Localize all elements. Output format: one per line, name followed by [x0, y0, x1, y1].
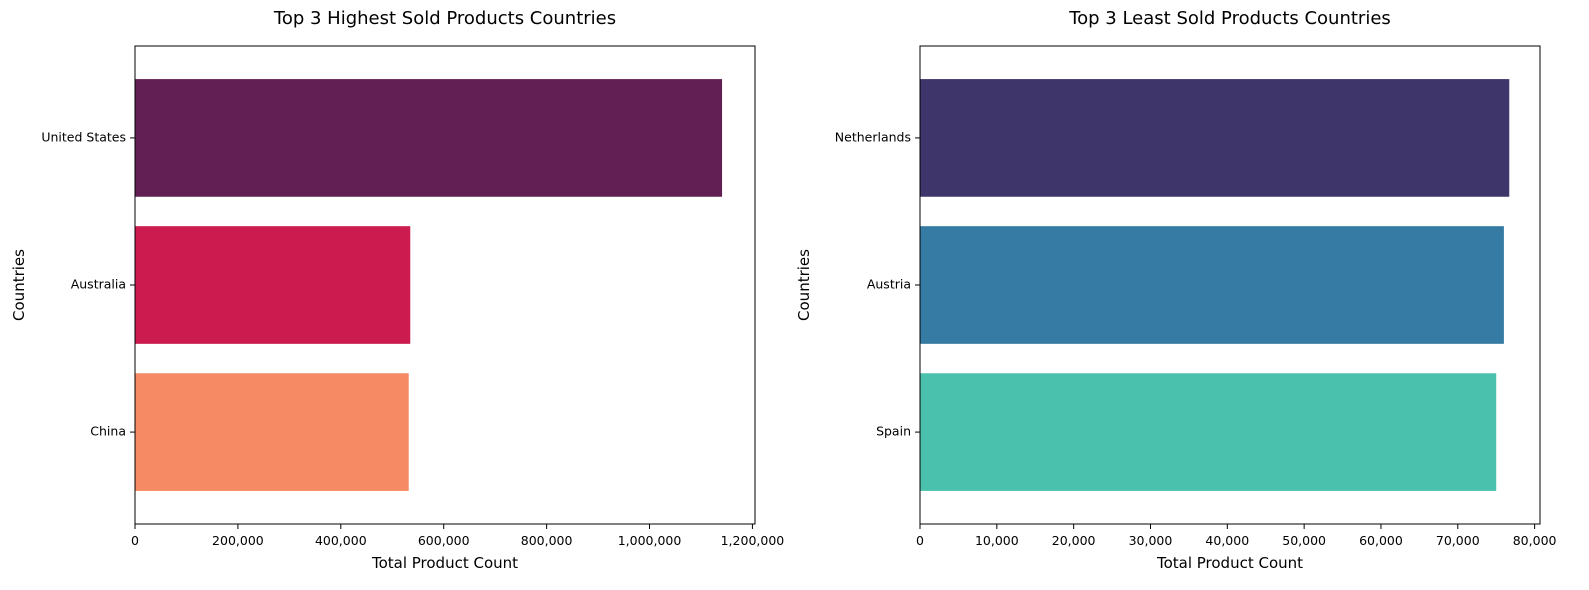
x-tick-label: 40,000	[1205, 533, 1249, 548]
x-tick-label: 50,000	[1282, 533, 1326, 548]
plot-frame	[919, 45, 1541, 525]
y-tick-label: Spain	[876, 424, 911, 439]
x-tick-label: 30,000	[1129, 533, 1173, 548]
y-tick-group: Netherlands Austria Spain	[835, 129, 920, 439]
y-tick-label: Austria	[867, 277, 911, 292]
x-tick-label: 600,000	[418, 533, 470, 548]
x-tick-label: 1,200,000	[721, 533, 785, 548]
x-tick-label: 10,000	[975, 533, 1019, 548]
y-axis-label: Countries	[10, 249, 28, 321]
x-tick-label: 60,000	[1359, 533, 1403, 548]
chart-panel-least: Top 3 Least Sold Products Countries Tota…	[795, 8, 1557, 572]
y-tick-label: Netherlands	[835, 129, 911, 144]
bar	[135, 226, 411, 344]
plot-frame	[134, 45, 756, 525]
x-tick-label: 0	[131, 533, 139, 548]
bar	[920, 373, 1497, 491]
x-tick-group: 0 200,000 400,000 600,000 800,000 1,000,000 1,…	[131, 524, 784, 548]
x-tick-label: 0	[916, 533, 924, 548]
bar	[135, 79, 723, 197]
y-axis-label: Countries	[795, 249, 813, 321]
x-axis-label: Total Product Count	[371, 554, 518, 572]
chart-title: Top 3 Highest Sold Products Countries	[273, 8, 616, 29]
x-tick-label: 200,000	[212, 533, 264, 548]
x-tick-label: 80,000	[1513, 533, 1557, 548]
bar-group	[135, 79, 723, 491]
bar	[920, 79, 1510, 197]
x-tick-label: 20,000	[1052, 533, 1096, 548]
x-tick-label: 70,000	[1436, 533, 1480, 548]
chart-title: Top 3 Least Sold Products Countries	[1068, 8, 1391, 29]
x-axis-label: Total Product Count	[1156, 554, 1303, 572]
x-tick-group: 0 10,000 20,000 30,000 40,000 50,000 60,000 70,…	[916, 524, 1557, 548]
x-tick-label: 400,000	[315, 533, 367, 548]
y-tick-label: China	[90, 424, 126, 439]
x-tick-label: 800,000	[521, 533, 573, 548]
bar	[135, 373, 409, 491]
bar-group	[920, 79, 1510, 491]
bar	[920, 226, 1504, 344]
y-tick-label: Australia	[71, 277, 126, 292]
x-tick-label: 1,000,000	[618, 533, 682, 548]
y-tick-group: United States Australia China	[41, 129, 135, 439]
chart-panel-highest: Top 3 Highest Sold Products Countries To…	[10, 8, 784, 572]
y-tick-label: United States	[41, 129, 126, 144]
